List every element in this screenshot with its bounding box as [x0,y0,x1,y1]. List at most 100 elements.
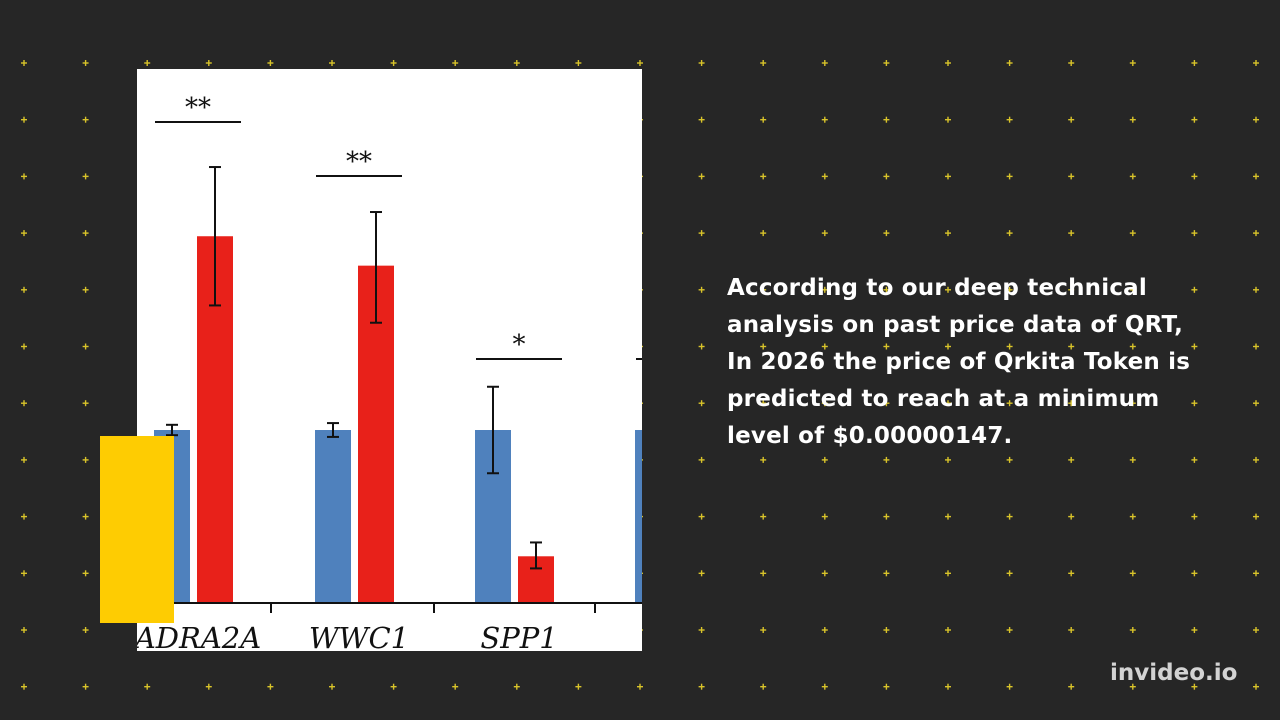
plus-mark [21,570,27,577]
plus-mark [575,60,582,66]
plus-mark [945,230,951,237]
plus-mark [698,683,705,690]
plus-mark [82,570,89,577]
plus-mark [883,173,890,180]
plus-mark [637,60,643,66]
plus-mark [698,173,705,180]
plus-mark [698,513,705,520]
plus-mark [1129,456,1136,463]
plus-mark [1006,627,1013,633]
x-tick-label-spp1: SPP1 [480,621,557,651]
plus-mark [1129,173,1136,180]
plus-mark [1253,456,1259,463]
plus-mark [1006,173,1013,180]
plus-mark [1191,456,1198,463]
significance-label-wwc1: ** [346,147,372,177]
plus-mark [205,60,212,66]
plus-mark [1191,230,1198,237]
plus-mark [760,60,767,66]
plus-mark [945,683,951,690]
plus-mark [760,456,767,463]
plus-mark [760,230,767,237]
plus-mark [698,627,705,633]
plus-mark [82,400,89,407]
plus-mark [821,683,828,690]
plus-mark [698,60,705,66]
plus-mark [760,400,767,407]
plus-mark [21,343,27,350]
plus-mark [1129,627,1136,633]
plus-mark [82,230,89,237]
plus-mark [267,60,274,66]
plus-mark [1006,683,1013,690]
plus-mark [82,116,89,123]
plus-mark [82,343,89,350]
plus-mark [760,286,767,293]
plus-mark [1191,60,1198,66]
plus-mark [821,116,828,123]
plus-mark [1068,230,1075,237]
plus-mark [1253,400,1259,407]
plus-mark [945,60,951,66]
plus-mark [821,60,828,66]
plus-mark [1253,627,1259,633]
plus-mark [82,683,89,690]
plus-mark [760,343,767,350]
plus-mark [82,60,89,66]
error-bar-wwc1-series-1 [327,422,339,438]
plus-mark [1068,570,1075,577]
plus-mark [1068,627,1075,633]
plus-mark [1129,116,1136,123]
plus-mark [1006,230,1013,237]
plus-mark [21,116,27,123]
plus-mark [452,683,459,690]
plus-mark [452,60,459,66]
plus-mark [1191,116,1198,123]
plus-mark [205,683,212,690]
plus-mark [698,400,705,407]
plus-mark [1006,60,1013,66]
plus-mark [883,456,890,463]
plus-mark [821,570,828,577]
plus-mark [21,627,27,633]
plus-mark [144,683,151,690]
plus-mark [21,456,27,463]
plus-mark [883,683,890,690]
plus-mark [821,230,828,237]
plus-mark [1129,343,1136,350]
plus-mark [945,456,951,463]
plus-mark [1006,570,1013,577]
plus-mark [760,570,767,577]
plus-mark [82,286,89,293]
plus-mark [513,683,520,690]
plus-mark [1253,570,1259,577]
plus-mark [945,513,951,520]
plus-mark [82,513,89,520]
plus-mark [945,570,951,577]
plus-mark [1068,683,1075,690]
plus-mark [698,343,705,350]
error-bar-spp1-series-1 [487,385,499,475]
plus-mark [1068,513,1075,520]
plus-mark [144,60,151,66]
plus-mark [21,60,27,66]
plus-mark [883,400,890,407]
x-tick-label-wwc1: WWC1 [309,621,409,651]
plus-mark [945,286,951,293]
plus-mark [883,343,890,350]
plus-mark [390,60,397,66]
plus-mark [1191,683,1198,690]
plus-mark [1253,513,1259,520]
plus-mark [21,230,27,237]
plus-mark [1129,60,1136,66]
plus-mark [21,400,27,407]
plus-mark [1253,230,1259,237]
invideo-watermark: invideo.io [1110,660,1238,686]
plus-mark [1253,173,1259,180]
plus-mark [1006,456,1013,463]
plus-mark [1129,683,1136,690]
plus-mark [1191,513,1198,520]
plus-mark [945,400,951,407]
plus-mark [21,286,27,293]
plus-mark [1068,116,1075,123]
